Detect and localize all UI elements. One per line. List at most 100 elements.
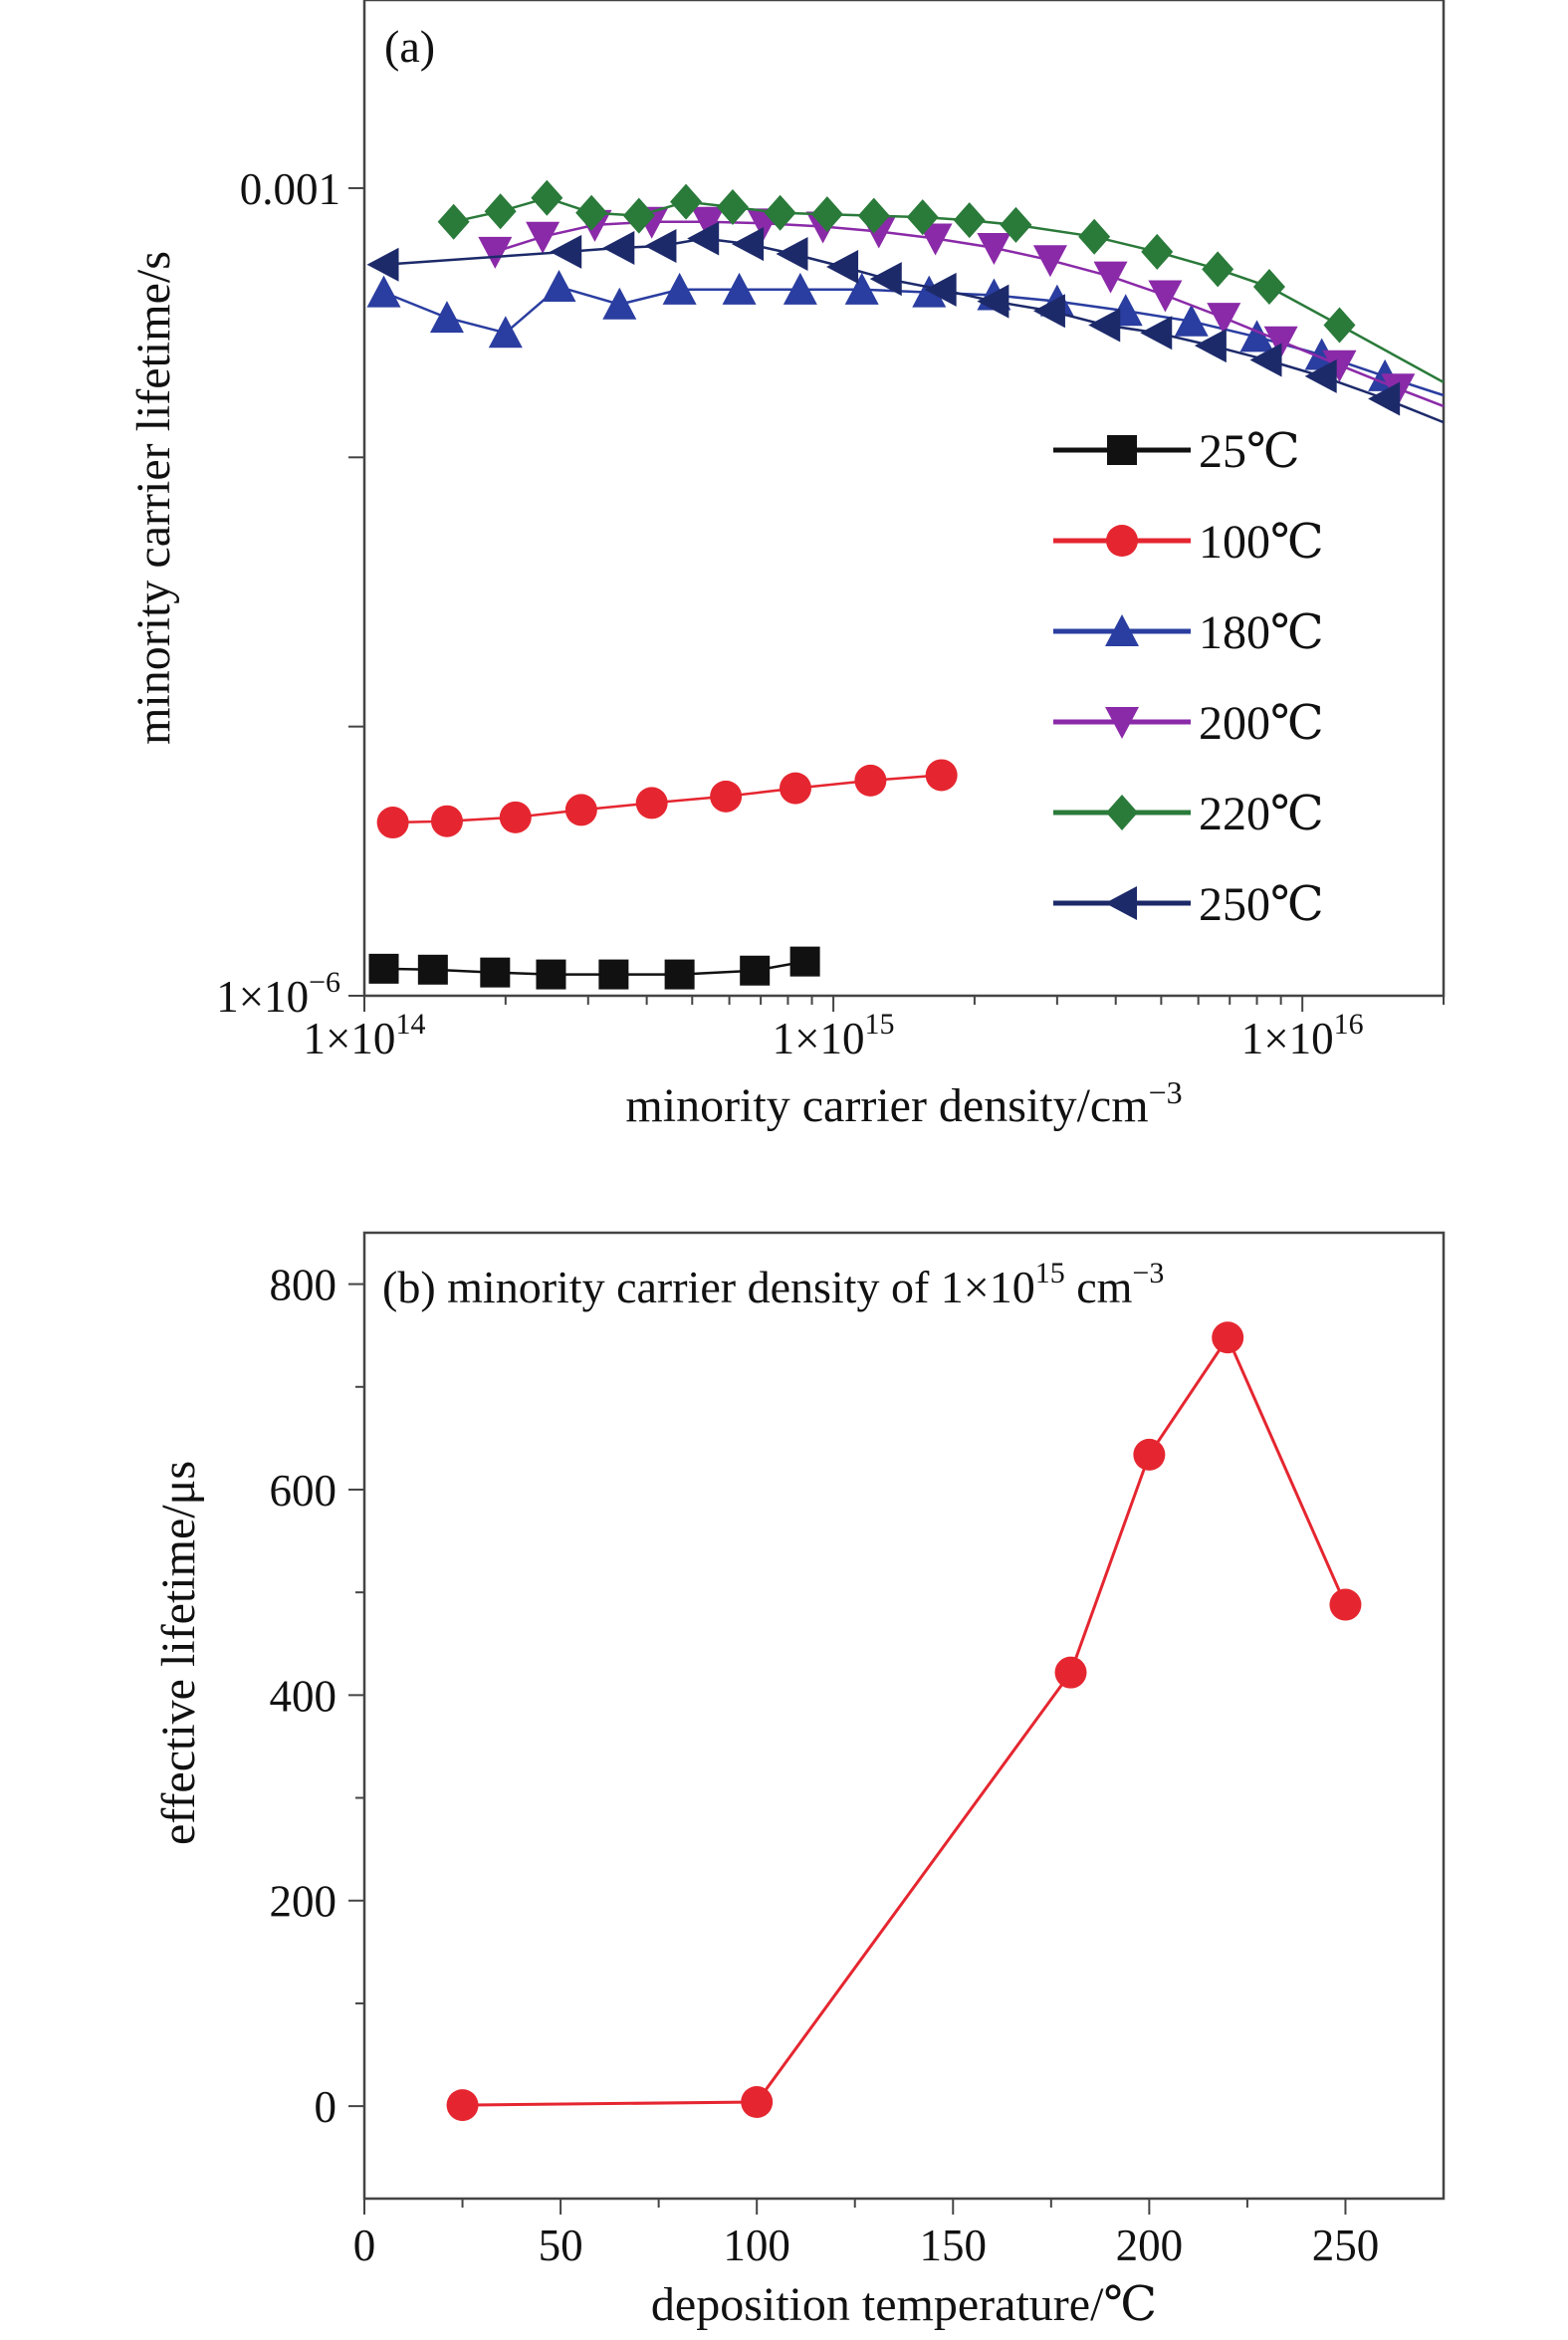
legend-marker	[1106, 795, 1138, 830]
panel-a-data-point	[644, 228, 677, 263]
legend-label: 100℃	[1199, 516, 1324, 569]
panel-a-data-point	[376, 807, 409, 839]
panel-a-data-point	[1093, 261, 1128, 294]
panel-b-x-tick-label: 100	[723, 2221, 790, 2270]
panel-a-data-point	[499, 801, 532, 833]
panel-b-x-tick-label: 150	[920, 2221, 988, 2270]
panel-a: 1×1014 1×1015 1×1016 1×10−6 0.001 25℃ 100℃ 180…	[127, 0, 1446, 1132]
legend-marker	[1106, 525, 1138, 557]
panel-a-y-tick-label: 1×10−6	[216, 966, 340, 1022]
panel-a-data-point	[1078, 218, 1111, 255]
panel-a-x-axis-label: minority carrier density/cm−3	[625, 1074, 1182, 1132]
legend-marker	[1105, 886, 1137, 920]
panel-a-data-point	[906, 199, 939, 236]
panel-a-data-point	[810, 196, 843, 233]
panel-b-y-tick-label: 800	[270, 1261, 337, 1310]
panel-a-data-point	[478, 236, 513, 269]
panel-a-data-point	[740, 955, 771, 986]
panel-b-x-axis-label: deposition temperature/℃	[651, 2278, 1157, 2331]
panel-a-data-point	[1322, 350, 1357, 382]
panel-a-data-point	[622, 197, 655, 234]
legend-marker	[1105, 707, 1139, 739]
panel-a-data-point	[789, 946, 820, 977]
panel-a-data-point	[484, 193, 517, 230]
panel-a-x-tick-label: 1×1014	[304, 1008, 426, 1063]
panel-a-data-point	[536, 959, 566, 990]
panel-a-data-point	[1174, 304, 1209, 337]
panel-b-label: (b) minority carrier density of 1×1015 c…	[382, 1257, 1164, 1312]
panel-a-data-point	[664, 959, 695, 990]
panel-a-data-point	[924, 272, 957, 307]
panel-a-data-point	[1088, 308, 1121, 343]
panel-b-x-tick-label: 250	[1312, 2221, 1380, 2270]
panel-a-data-point	[779, 772, 811, 805]
panel-a-data-point	[550, 234, 582, 269]
panel-a-data-point	[1249, 343, 1282, 377]
panel-a-data-point	[1304, 358, 1337, 393]
panel-a-frame	[362, 0, 1446, 998]
panel-a-data-point	[480, 957, 511, 988]
panel-b-y-tick-label: 0	[315, 2082, 337, 2132]
panel-a-data-point	[598, 959, 629, 990]
legend-label: 250℃	[1199, 878, 1324, 931]
panel-a-data-point	[670, 183, 703, 220]
panel-a-data-point	[854, 764, 887, 797]
panel-a-y-tick-label: 0.001	[240, 164, 340, 214]
panel-a-data-point	[1148, 280, 1183, 313]
panel-a-data-point	[1194, 329, 1227, 363]
panel-b-data-point	[1329, 1588, 1362, 1621]
panel-b: 0 50 100 150 200 250 0 200 400 600 800 (b) minorit…	[152, 1231, 1446, 2331]
panel-a-data-point	[564, 794, 597, 826]
panel-a-data-point	[1140, 316, 1173, 351]
panel-b-y-tick-label: 200	[270, 1877, 337, 1927]
legend-marker	[1107, 435, 1137, 465]
legend-label: 220℃	[1199, 788, 1324, 840]
legend-label: 180℃	[1199, 606, 1324, 659]
panel-a-data-point	[602, 230, 635, 265]
panel-a-data-point	[430, 805, 463, 837]
panel-b-y-axis-label: effective lifetime/μs	[152, 1461, 205, 1845]
legend-marker	[1105, 614, 1139, 646]
panel-a-data-point	[437, 203, 470, 240]
panel-a-data-point	[691, 206, 726, 239]
panel-a-data-point	[869, 262, 902, 297]
panel-b-x-tick-label: 200	[1116, 2221, 1184, 2270]
panel-a-x-tick-label: 1×1016	[1241, 1008, 1364, 1063]
panel-a-data-point	[1263, 326, 1298, 358]
panel-a-x-tick-label: 1×1015	[773, 1008, 895, 1063]
panel-a-series-line	[494, 220, 1445, 408]
panel-a-data-point	[526, 221, 560, 254]
panel-b-data-point	[1054, 1656, 1087, 1689]
panel-a-data-point	[1032, 294, 1065, 329]
panel-b-data-point	[1133, 1438, 1166, 1471]
panel-a-data-point	[977, 232, 1011, 265]
panel-a-data-point	[1323, 307, 1356, 344]
legend-label: 200℃	[1199, 697, 1324, 750]
panel-a-data-point	[844, 272, 879, 305]
panel-a-data-point	[857, 197, 890, 234]
panel-a-data-point	[602, 287, 637, 320]
panel-b-frame	[362, 1231, 1446, 2201]
panel-a-data-point	[1239, 320, 1274, 352]
panel-a-data-point	[488, 316, 523, 349]
panel-a-data-point	[1000, 206, 1032, 243]
panel-a-data-point	[826, 250, 859, 285]
panel-b-series-line	[462, 1334, 1347, 2107]
panel-a-data-point	[918, 223, 953, 256]
panel-a-data-point	[783, 272, 817, 305]
panel-a-data-point	[368, 953, 399, 984]
panel-b-data-point	[741, 2086, 774, 2118]
panel-a-data-point	[531, 179, 563, 216]
panel-a-data-point	[716, 189, 749, 226]
panel-a-data-point	[710, 780, 743, 813]
panel-a-data-point	[1141, 233, 1174, 270]
panel-b-data-point	[446, 2089, 479, 2122]
panel-a-label: (a)	[384, 21, 435, 72]
panel-a-data-point	[1032, 245, 1067, 278]
panel-b-x-tick-label: 50	[539, 2221, 583, 2270]
panel-b-x-tick-label: 0	[353, 2221, 376, 2270]
panel-a-data-point	[953, 202, 986, 239]
panel-a-data-point	[925, 759, 958, 792]
panel-a-data-point	[687, 221, 720, 256]
panel-a-data-point	[1207, 303, 1241, 336]
